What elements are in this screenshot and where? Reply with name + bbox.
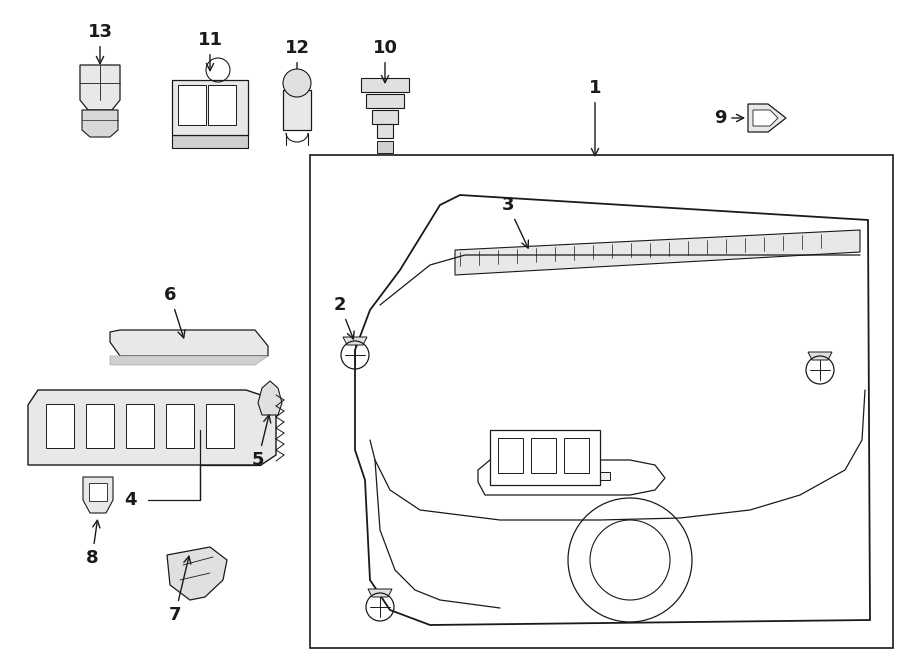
Bar [126, 404, 154, 448]
Bar [564, 438, 589, 473]
Polygon shape [83, 477, 113, 513]
Polygon shape [808, 352, 832, 360]
Text: 5: 5 [252, 415, 271, 469]
Bar [86, 404, 114, 448]
Polygon shape [82, 110, 118, 137]
Bar [498, 438, 523, 473]
Polygon shape [372, 110, 398, 124]
Bar [310, 155, 893, 648]
Polygon shape [283, 90, 311, 130]
Bar [206, 404, 234, 448]
Text: 10: 10 [373, 39, 398, 83]
Polygon shape [530, 472, 610, 480]
Polygon shape [361, 78, 409, 92]
Bar [46, 404, 74, 448]
Text: 11: 11 [197, 31, 222, 71]
Text: 2: 2 [334, 296, 354, 339]
Polygon shape [28, 390, 276, 465]
Polygon shape [167, 547, 227, 600]
Text: 7: 7 [169, 556, 191, 624]
Polygon shape [178, 85, 206, 125]
Bar [166, 404, 194, 448]
Bar [531, 438, 556, 473]
Polygon shape [753, 110, 778, 126]
Polygon shape [366, 94, 404, 108]
Bar [377, 141, 393, 153]
Polygon shape [208, 85, 236, 125]
Polygon shape [355, 195, 870, 625]
Polygon shape [478, 460, 665, 495]
Text: 3: 3 [502, 196, 528, 248]
Polygon shape [455, 230, 860, 275]
Text: 1: 1 [589, 79, 601, 156]
Text: 8: 8 [86, 520, 100, 567]
Polygon shape [343, 337, 367, 345]
Polygon shape [368, 589, 392, 597]
Circle shape [283, 69, 311, 97]
Text: 9: 9 [714, 109, 743, 127]
Polygon shape [110, 356, 268, 365]
Polygon shape [172, 80, 248, 135]
Polygon shape [377, 124, 393, 138]
Bar [490, 430, 600, 485]
Polygon shape [258, 381, 282, 415]
Polygon shape [172, 135, 248, 148]
Polygon shape [80, 65, 120, 110]
Polygon shape [110, 330, 268, 356]
Bar [89, 483, 107, 501]
Text: 13: 13 [87, 23, 112, 63]
Text: 6: 6 [164, 286, 184, 338]
Text: 4: 4 [124, 491, 136, 509]
Text: 12: 12 [284, 39, 310, 84]
Polygon shape [748, 104, 786, 132]
